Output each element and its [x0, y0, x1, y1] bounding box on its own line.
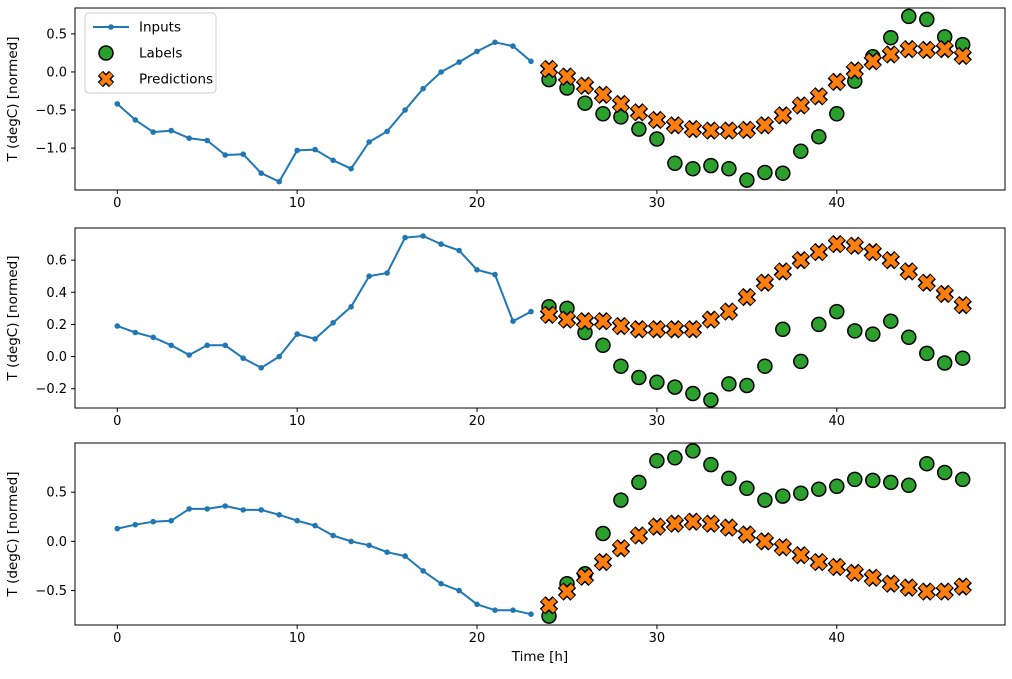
inputs-line — [114, 39, 534, 185]
y-tick-label: −0.2 — [35, 382, 67, 397]
x-tick-label: 30 — [649, 414, 666, 429]
y-axis-ticks: 0.6 0.4 0.2 0.0 −0.2 — [35, 254, 75, 397]
predictions-scatter — [539, 512, 972, 615]
x-tick-label: 0 — [113, 196, 121, 211]
x-tick-label: 40 — [829, 414, 846, 429]
x-tick-label: 40 — [829, 196, 846, 211]
y-tick-label: 0.6 — [46, 254, 67, 269]
y-tick-label: 0.5 — [46, 486, 67, 501]
x-tick-label: 10 — [289, 414, 306, 429]
y-tick-label: −1.0 — [35, 142, 67, 157]
legend-item-predictions: Predictions — [97, 70, 213, 88]
y-tick-label: 0.0 — [46, 65, 67, 80]
legend: Inputs Labels Predictions — [84, 12, 217, 94]
y-axis-label: T (degC) [normed] — [5, 37, 21, 163]
x-tick-label: 20 — [469, 414, 486, 429]
x-axis-ticks: 0 10 20 30 40 — [113, 625, 845, 646]
plot-area — [114, 443, 972, 624]
x-axis-label: Time [h] — [511, 649, 568, 665]
legend-item-labels: Labels — [98, 45, 182, 62]
legend-item-inputs: Inputs — [93, 20, 181, 36]
x-tick-label: 40 — [829, 631, 846, 646]
legend-label: Labels — [139, 46, 182, 62]
inputs-line — [114, 503, 534, 617]
predictions-scatter — [539, 39, 972, 140]
x-tick-label: 20 — [469, 196, 486, 211]
x-tick-label: 30 — [649, 196, 666, 211]
inputs-line — [114, 233, 534, 371]
y-axis-ticks: 0.5 0.0 −0.5 −1.0 — [35, 27, 75, 157]
subplot-1: 0 10 20 30 40 0.5 0.0 −0.5 −1.0 T (degC) [normed]… — [5, 7, 1006, 211]
plot-area — [114, 233, 972, 408]
x-tick-label: 0 — [113, 414, 121, 429]
x-tick-label: 30 — [649, 631, 666, 646]
y-tick-label: 0.4 — [46, 286, 67, 301]
y-tick-label: −0.5 — [35, 104, 67, 119]
y-tick-label: 0.0 — [46, 350, 67, 365]
x-tick-label: 10 — [289, 631, 306, 646]
predictions-scatter — [539, 234, 972, 339]
labels-scatter — [541, 299, 971, 408]
y-tick-label: −0.5 — [35, 584, 67, 599]
subplot-2: 0 10 20 30 40 0.6 0.4 0.2 0.0 −0.2 T (degC) [norme… — [5, 227, 1006, 429]
y-tick-label: 0.0 — [46, 535, 67, 550]
x-tick-label: 10 — [289, 196, 306, 211]
inputs-line-icon — [108, 24, 114, 30]
legend-label: Inputs — [139, 20, 181, 36]
x-axis-ticks: 0 10 20 30 40 — [113, 190, 845, 211]
subplot-3: 0 10 20 30 40 0.5 0.0 −0.5 T (degC) [normed] Time… — [5, 442, 1006, 665]
y-axis-ticks: 0.5 0.0 −0.5 — [35, 486, 75, 599]
y-tick-label: 0.5 — [46, 27, 67, 42]
y-axis-label: T (degC) [normed] — [5, 256, 21, 382]
legend-label: Predictions — [139, 72, 213, 88]
x-tick-label: 20 — [469, 631, 486, 646]
y-axis-label: T (degC) [normed] — [5, 472, 21, 598]
x-axis-ticks: 0 10 20 30 40 — [113, 408, 845, 429]
x-tick-label: 0 — [113, 631, 121, 646]
y-tick-label: 0.2 — [46, 318, 67, 333]
labels-circle-icon — [98, 45, 114, 61]
plot-area — [114, 8, 972, 188]
